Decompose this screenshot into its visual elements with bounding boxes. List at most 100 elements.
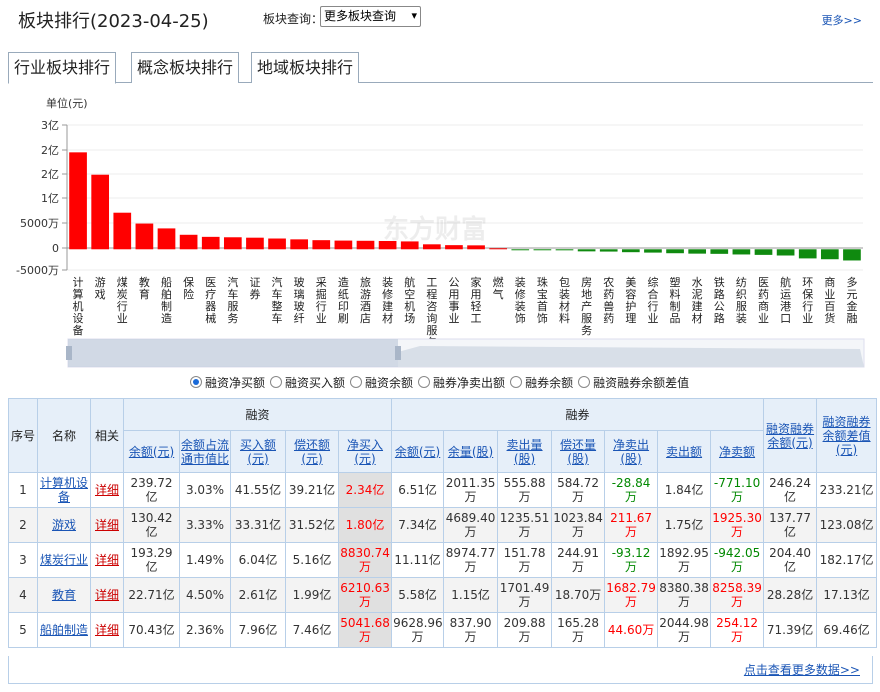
zoom-handle-left[interactable] xyxy=(66,346,72,360)
bar[interactable] xyxy=(843,249,861,261)
bar[interactable] xyxy=(290,239,309,250)
bar[interactable] xyxy=(223,237,242,250)
col-rz-1[interactable]: 余额占流通市值比 xyxy=(179,430,231,473)
x-tick-label: 多元金融 xyxy=(846,275,857,325)
bar[interactable] xyxy=(179,234,198,250)
bar[interactable] xyxy=(400,241,419,250)
bar[interactable] xyxy=(157,228,176,250)
bar[interactable] xyxy=(91,174,110,250)
sector-name-link[interactable]: 计算机设备 xyxy=(37,472,91,508)
bar[interactable] xyxy=(644,249,662,253)
col-group-rz: 融资 xyxy=(122,398,393,431)
more-data-link[interactable]: 点击查看更多数据>> xyxy=(743,663,860,677)
tab-industry[interactable]: 行业板块排行 xyxy=(8,52,117,84)
radio-option[interactable]: 融资余额 xyxy=(350,373,413,391)
rq-cell: 209.88万 xyxy=(497,612,553,648)
bar[interactable] xyxy=(820,249,839,260)
radio-option[interactable]: 融资净买额 xyxy=(190,373,265,391)
x-tick-label: 工程咨询服务 xyxy=(426,276,437,349)
rzrq-diff-cell: 69.46亿 xyxy=(816,612,878,648)
bar[interactable] xyxy=(334,240,353,250)
radio-button[interactable] xyxy=(270,376,283,388)
bar[interactable] xyxy=(533,249,552,251)
col-rz-2[interactable]: 买入额(元) xyxy=(230,430,286,473)
detail-link[interactable]: 详细 xyxy=(90,577,124,613)
bar[interactable] xyxy=(113,212,132,250)
bar[interactable] xyxy=(776,249,795,256)
bar[interactable] xyxy=(754,249,773,255)
sector-name-link[interactable]: 船舶制造 xyxy=(37,612,91,648)
sector-name-link[interactable]: 游戏 xyxy=(37,507,91,543)
bar[interactable] xyxy=(445,245,463,250)
zoom-handle-right[interactable] xyxy=(395,346,401,360)
col-rq-4[interactable]: 净卖出(股) xyxy=(604,430,659,473)
bar[interactable] xyxy=(489,248,508,250)
bar[interactable] xyxy=(732,249,751,255)
bar[interactable] xyxy=(688,249,707,254)
bar[interactable] xyxy=(356,240,375,250)
bar[interactable] xyxy=(422,244,441,250)
tab-concept[interactable]: 概念板块排行 xyxy=(131,52,240,83)
bar[interactable] xyxy=(710,249,729,254)
bar[interactable] xyxy=(378,241,397,250)
bar[interactable] xyxy=(312,240,331,250)
bar[interactable] xyxy=(467,245,485,250)
radio-button[interactable] xyxy=(578,376,591,388)
bar[interactable] xyxy=(577,249,596,252)
col-rz-0[interactable]: 余额(元) xyxy=(123,430,180,473)
col-rq-3[interactable]: 偿还量(股) xyxy=(551,430,606,473)
radio-label: 融券余额 xyxy=(525,375,574,390)
radio-option[interactable]: 融券余额 xyxy=(510,373,573,391)
bar[interactable] xyxy=(555,249,574,251)
x-tick-label: 航空机场 xyxy=(404,275,415,325)
detail-link[interactable]: 详细 xyxy=(90,507,124,543)
x-tick-label: 造纸印刷 xyxy=(338,275,349,325)
col-rzrq-diff[interactable]: 融资融券余额差值(元) xyxy=(816,398,878,473)
radio-option[interactable]: 融资融券余额差值 xyxy=(578,373,689,391)
detail-link[interactable]: 详细 xyxy=(90,612,124,648)
zoom-window[interactable] xyxy=(68,339,398,367)
radio-button[interactable] xyxy=(190,376,202,388)
col-rq-5[interactable]: 卖出额 xyxy=(657,430,712,473)
x-tick-label: 计算机设备 xyxy=(73,276,84,337)
radio-button[interactable] xyxy=(350,376,363,388)
bar[interactable] xyxy=(599,249,618,252)
col-rq-2[interactable]: 卖出量(股) xyxy=(497,430,553,473)
sector-name-link[interactable]: 教育 xyxy=(37,577,91,613)
bar[interactable] xyxy=(135,223,154,250)
radio-option[interactable]: 融券净卖出额 xyxy=(418,373,505,391)
bar[interactable] xyxy=(246,237,264,250)
bar[interactable] xyxy=(798,249,817,259)
x-tick-label: 房地产服务 xyxy=(581,276,592,337)
sector-query-select[interactable]: 更多板块查询 ▾ xyxy=(320,6,421,27)
detail-link[interactable]: 详细 xyxy=(90,542,124,578)
bar[interactable] xyxy=(201,236,220,250)
more-link[interactable]: 更多>> xyxy=(821,14,862,27)
bar[interactable] xyxy=(621,249,640,253)
bar[interactable] xyxy=(666,249,684,254)
bar[interactable] xyxy=(511,249,530,251)
detail-link[interactable]: 详细 xyxy=(90,472,124,508)
col-seq: 序号 xyxy=(8,398,38,473)
col-rq-1[interactable]: 余量(股) xyxy=(443,430,499,473)
table-row: 5 船舶制造 详细 70.43亿 2.36% 7.96亿 7.46亿 5041.68万 9628… xyxy=(8,612,878,648)
tab-region[interactable]: 地域板块排行 xyxy=(251,52,360,83)
x-tick-label: 公用事业 xyxy=(448,276,459,325)
radio-button[interactable] xyxy=(418,376,431,388)
rq-cell: 1682.79万 xyxy=(604,577,659,613)
col-rzrq-balance[interactable]: 融资融券余额(元) xyxy=(763,398,818,473)
radio-button[interactable] xyxy=(510,376,523,388)
x-tick-label: 证券 xyxy=(249,276,260,301)
col-rz-4[interactable]: 净买入(元) xyxy=(337,430,393,473)
bar[interactable] xyxy=(69,152,87,250)
x-tick-label: 综合行业 xyxy=(647,275,658,325)
col-rq-0[interactable]: 余额(元) xyxy=(391,430,445,473)
bar[interactable] xyxy=(268,238,286,250)
radio-option[interactable]: 融资买入额 xyxy=(270,373,345,391)
x-tick-label: 保险 xyxy=(183,275,194,301)
header: 板块排行(2023-04-25) 板块查询： 更多板块查询 ▾ 更多>> xyxy=(0,0,880,40)
col-rz-3[interactable]: 偿还额(元) xyxy=(285,430,339,473)
sector-name-link[interactable]: 煤炭行业 xyxy=(37,542,91,578)
rz-cell: 7.96亿 xyxy=(230,612,286,648)
col-rq-6[interactable]: 净卖额 xyxy=(710,430,765,473)
